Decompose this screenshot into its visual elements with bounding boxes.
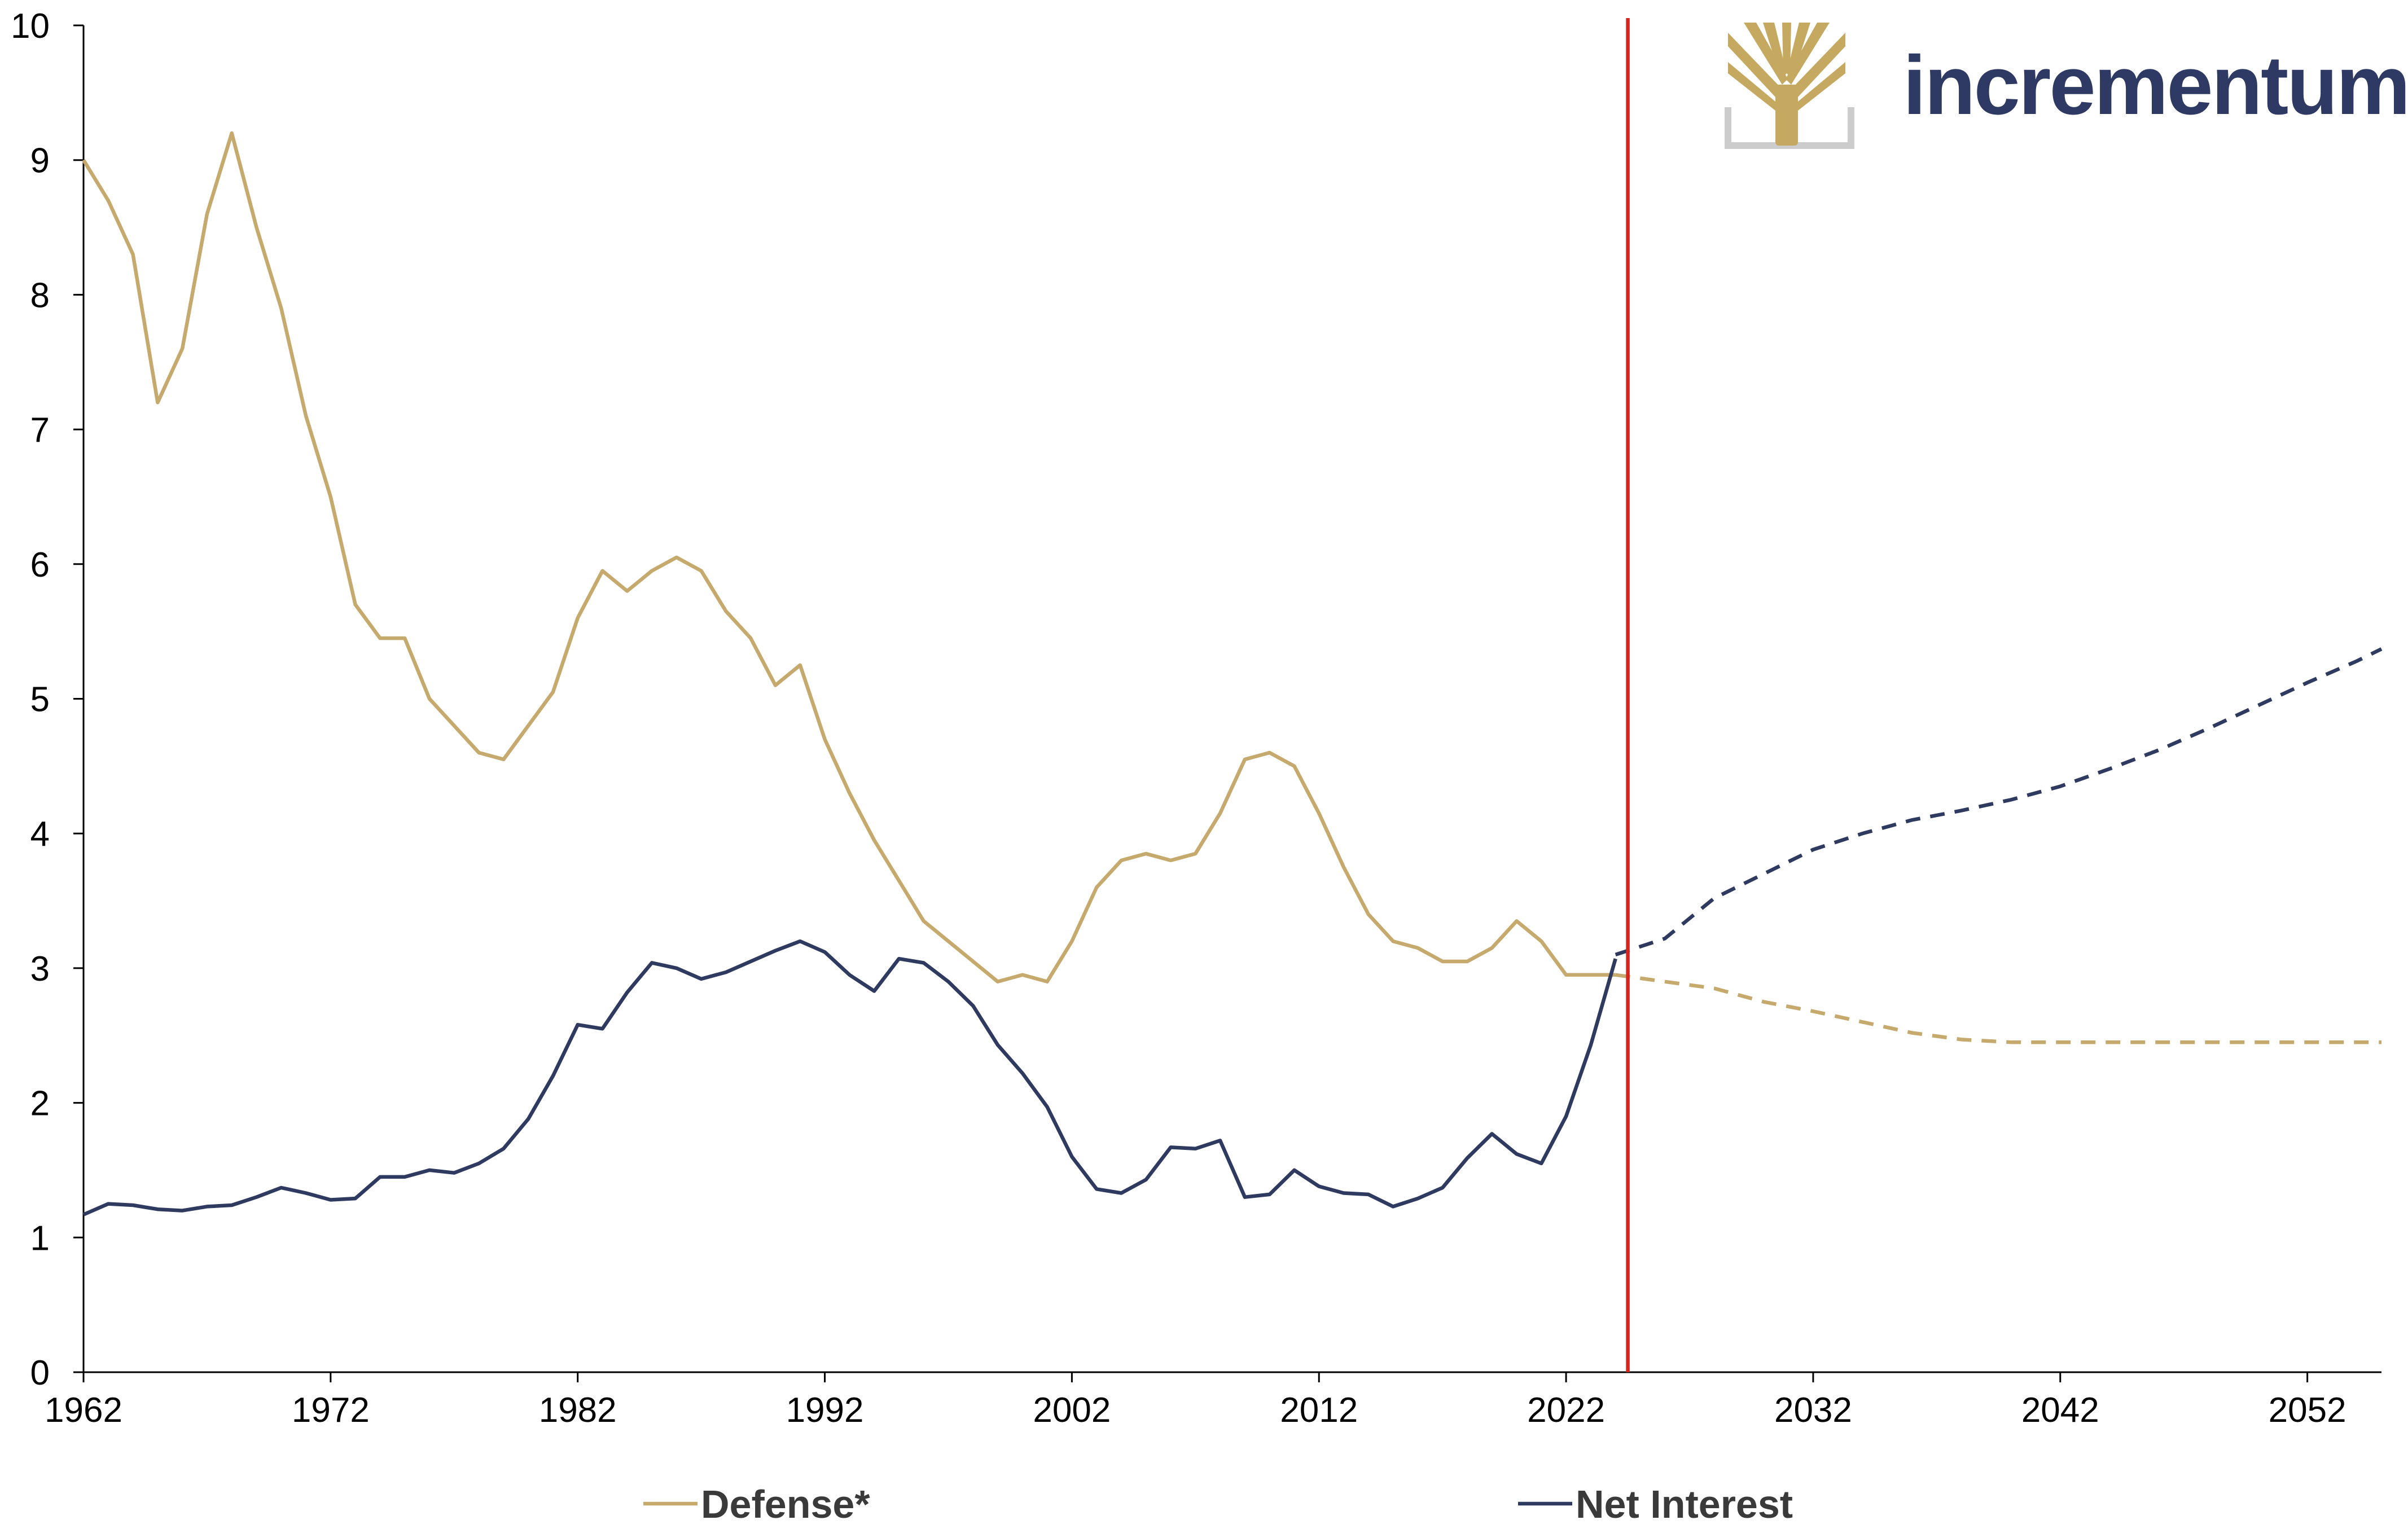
y-tick-label: 4 bbox=[30, 815, 50, 854]
series-layer bbox=[82, 131, 2383, 1216]
y-tick-label: 0 bbox=[30, 1354, 50, 1393]
x-tick-label: 2012 bbox=[1280, 1391, 1358, 1430]
defense-historical-line bbox=[82, 131, 1616, 984]
x-tick-label: 2002 bbox=[1033, 1391, 1111, 1430]
y-tick-label: 9 bbox=[30, 142, 50, 181]
legend-label-net-interest: Net Interest bbox=[1576, 1482, 1793, 1526]
legend: Defense* Net Interest bbox=[643, 1482, 1793, 1526]
x-tick-label: 2032 bbox=[1774, 1391, 1852, 1430]
y-tick-label: 3 bbox=[30, 950, 50, 989]
net-interest-projection-line bbox=[1615, 647, 2383, 957]
x-tick-label: 2052 bbox=[2269, 1391, 2346, 1430]
legend-label-defense: Defense* bbox=[701, 1482, 870, 1526]
x-tick-label: 1992 bbox=[786, 1391, 864, 1430]
logo-tree bbox=[1728, 23, 1845, 146]
y-tick-label: 2 bbox=[30, 1084, 50, 1123]
x-axis-ticks: 1962 1972 1982 1992 2002 2012 2022 2032 2042 2052 bbox=[45, 1372, 2346, 1430]
x-tick-label: 1962 bbox=[45, 1391, 122, 1430]
y-tick-label: 8 bbox=[30, 276, 50, 315]
x-tick-label: 2022 bbox=[1527, 1391, 1605, 1430]
net-interest-historical-line bbox=[82, 939, 1617, 1216]
x-tick-label: 1982 bbox=[539, 1391, 617, 1430]
y-axis-ticks: 0 1 2 3 4 5 6 7 8 9 10 bbox=[11, 7, 84, 1393]
y-tick-label: 7 bbox=[30, 411, 50, 450]
y-tick-label: 5 bbox=[30, 680, 50, 719]
brand-name: incrementum bbox=[1903, 39, 2408, 132]
incrementum-logo bbox=[1725, 23, 1854, 149]
y-tick-label: 10 bbox=[11, 7, 50, 46]
x-tick-label: 2042 bbox=[2021, 1391, 2099, 1430]
defense-projection-line bbox=[1615, 973, 2381, 1044]
y-tick-label: 6 bbox=[30, 546, 50, 585]
x-tick-label: 1972 bbox=[292, 1391, 370, 1430]
y-tick-label: 1 bbox=[30, 1219, 50, 1258]
